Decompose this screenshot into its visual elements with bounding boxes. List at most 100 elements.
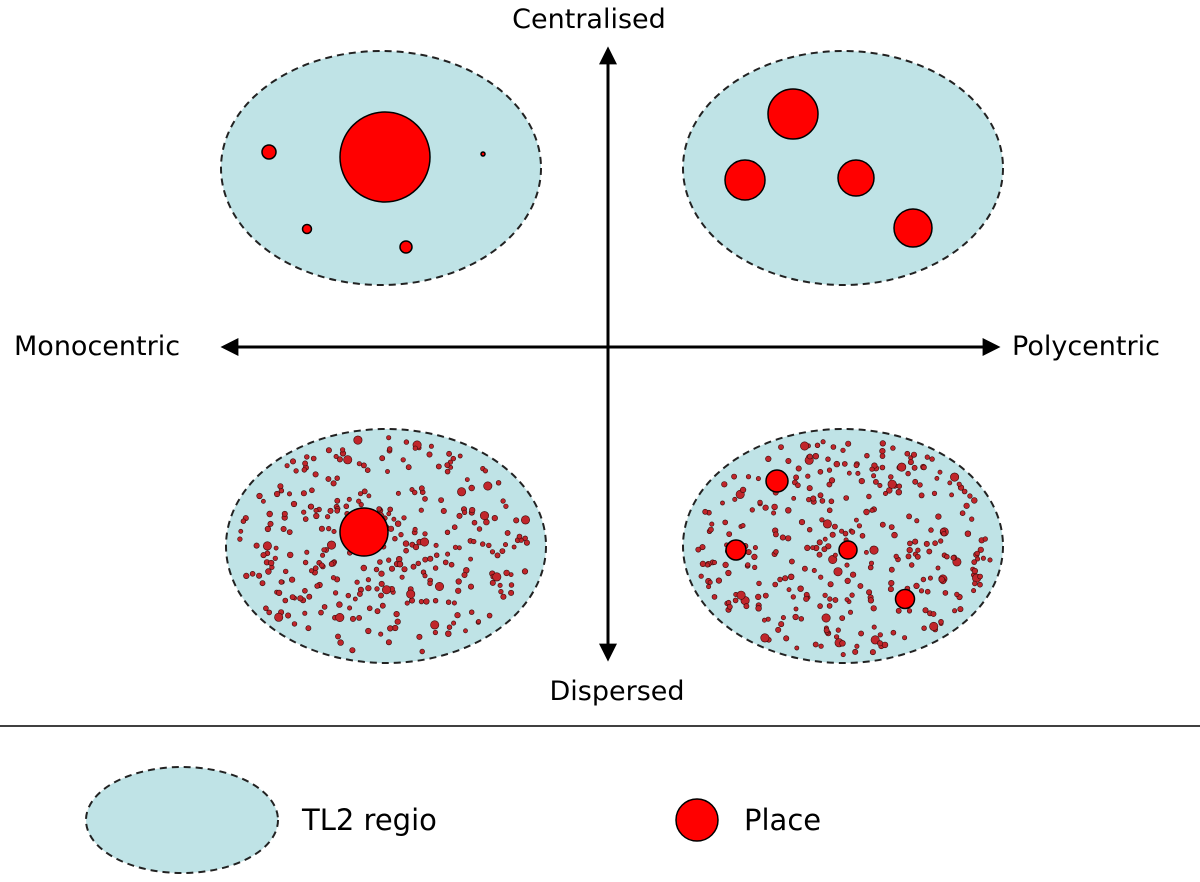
small-place-dot (818, 574, 824, 580)
small-place-dot (732, 597, 739, 604)
small-place-dot (791, 495, 797, 501)
small-place-dot (483, 518, 490, 526)
small-place-dot (743, 603, 750, 610)
small-place-dot (822, 519, 832, 529)
small-place-dot (853, 462, 860, 469)
small-place-dot (959, 510, 966, 517)
small-place-dot (440, 507, 447, 514)
small-place-dot (922, 607, 929, 614)
small-place-dot (871, 624, 877, 630)
small-place-dot (806, 497, 812, 503)
small-place-dot (942, 590, 949, 596)
small-place-dot (340, 447, 346, 453)
small-place-dot (811, 567, 817, 573)
small-place-dot (726, 603, 733, 610)
small-place-dot (451, 620, 457, 626)
small-place-dot (745, 562, 751, 568)
legend-region-swatch (85, 766, 279, 874)
small-place-dot (882, 490, 888, 496)
legend-place-label: Place (744, 803, 821, 837)
small-place-dot (290, 500, 298, 508)
small-place-dot (434, 581, 444, 591)
small-place-dot (870, 605, 877, 612)
small-place-dot (699, 544, 706, 551)
small-place-dot (869, 545, 879, 555)
small-place-dot (500, 498, 506, 504)
small-place-dot (396, 560, 404, 568)
small-place-dot (950, 472, 960, 482)
small-place-dot (971, 567, 979, 575)
small-place-dot (356, 615, 362, 621)
small-place-dot (980, 555, 986, 561)
small-place-dot (934, 475, 940, 481)
small-place-dot (276, 589, 283, 597)
small-place-dot (318, 525, 325, 532)
small-place-dot (849, 571, 857, 578)
small-place-dot (987, 557, 993, 563)
small-place-dot (890, 629, 897, 636)
small-place-dot (444, 462, 451, 468)
small-place-dot (256, 572, 263, 579)
small-place-dot (364, 467, 371, 474)
small-place-dot (804, 544, 811, 552)
small-place-dot (328, 561, 335, 567)
small-place-dot (357, 491, 363, 497)
small-place-dot (365, 585, 372, 592)
small-place-dot (445, 551, 451, 557)
small-place-dot (785, 457, 792, 464)
small-place-dot (695, 546, 702, 553)
small-place-dot (827, 596, 833, 602)
small-place-dot (817, 603, 823, 609)
small-place-dot (935, 513, 942, 520)
small-place-dot (928, 527, 934, 533)
small-place-dot (361, 488, 368, 495)
small-place-dot (356, 591, 363, 597)
small-place-dot (377, 559, 383, 565)
small-place-dot (912, 478, 919, 485)
small-place-dot (489, 579, 496, 586)
small-place-dot (325, 447, 332, 454)
small-place-dot (932, 540, 938, 547)
small-place-dot (816, 539, 823, 546)
small-place-dot (841, 461, 848, 467)
small-place-dot (403, 547, 409, 554)
small-place-dot (812, 641, 819, 648)
small-place-dot (715, 577, 723, 584)
small-place-dot (839, 528, 845, 534)
small-place-dot (330, 480, 337, 487)
place-small (399, 240, 413, 254)
small-place-dot (337, 639, 344, 646)
small-place-dot (918, 588, 925, 594)
small-place-dot (859, 532, 866, 539)
place-medium (838, 540, 858, 560)
small-place-dot (881, 641, 889, 649)
small-place-dot (401, 566, 408, 573)
small-place-dot (832, 597, 839, 603)
small-place-dot (906, 513, 912, 520)
small-place-dot (840, 652, 846, 658)
small-place-dot (785, 507, 792, 514)
small-place-dot (812, 453, 819, 460)
small-place-dot (238, 528, 244, 534)
small-place-dot (825, 543, 832, 550)
small-place-dot (286, 529, 293, 535)
small-place-dot (858, 630, 864, 637)
small-place-dot (274, 612, 284, 622)
small-place-dot (464, 477, 470, 482)
small-place-dot (301, 509, 307, 515)
small-place-dot (462, 509, 468, 516)
small-place-dot (762, 504, 769, 511)
small-place-dot (711, 594, 718, 600)
small-place-dot (450, 455, 456, 462)
small-place-dot (817, 468, 824, 475)
small-place-dot (783, 635, 790, 642)
small-place-dot (930, 611, 937, 617)
places-top-right (724, 88, 933, 248)
small-place-dot (400, 457, 406, 463)
small-place-dot (412, 489, 418, 496)
small-place-dot (708, 526, 714, 533)
small-place-dot (334, 497, 341, 504)
small-place-dot (497, 582, 503, 588)
small-place-dot (745, 549, 752, 556)
